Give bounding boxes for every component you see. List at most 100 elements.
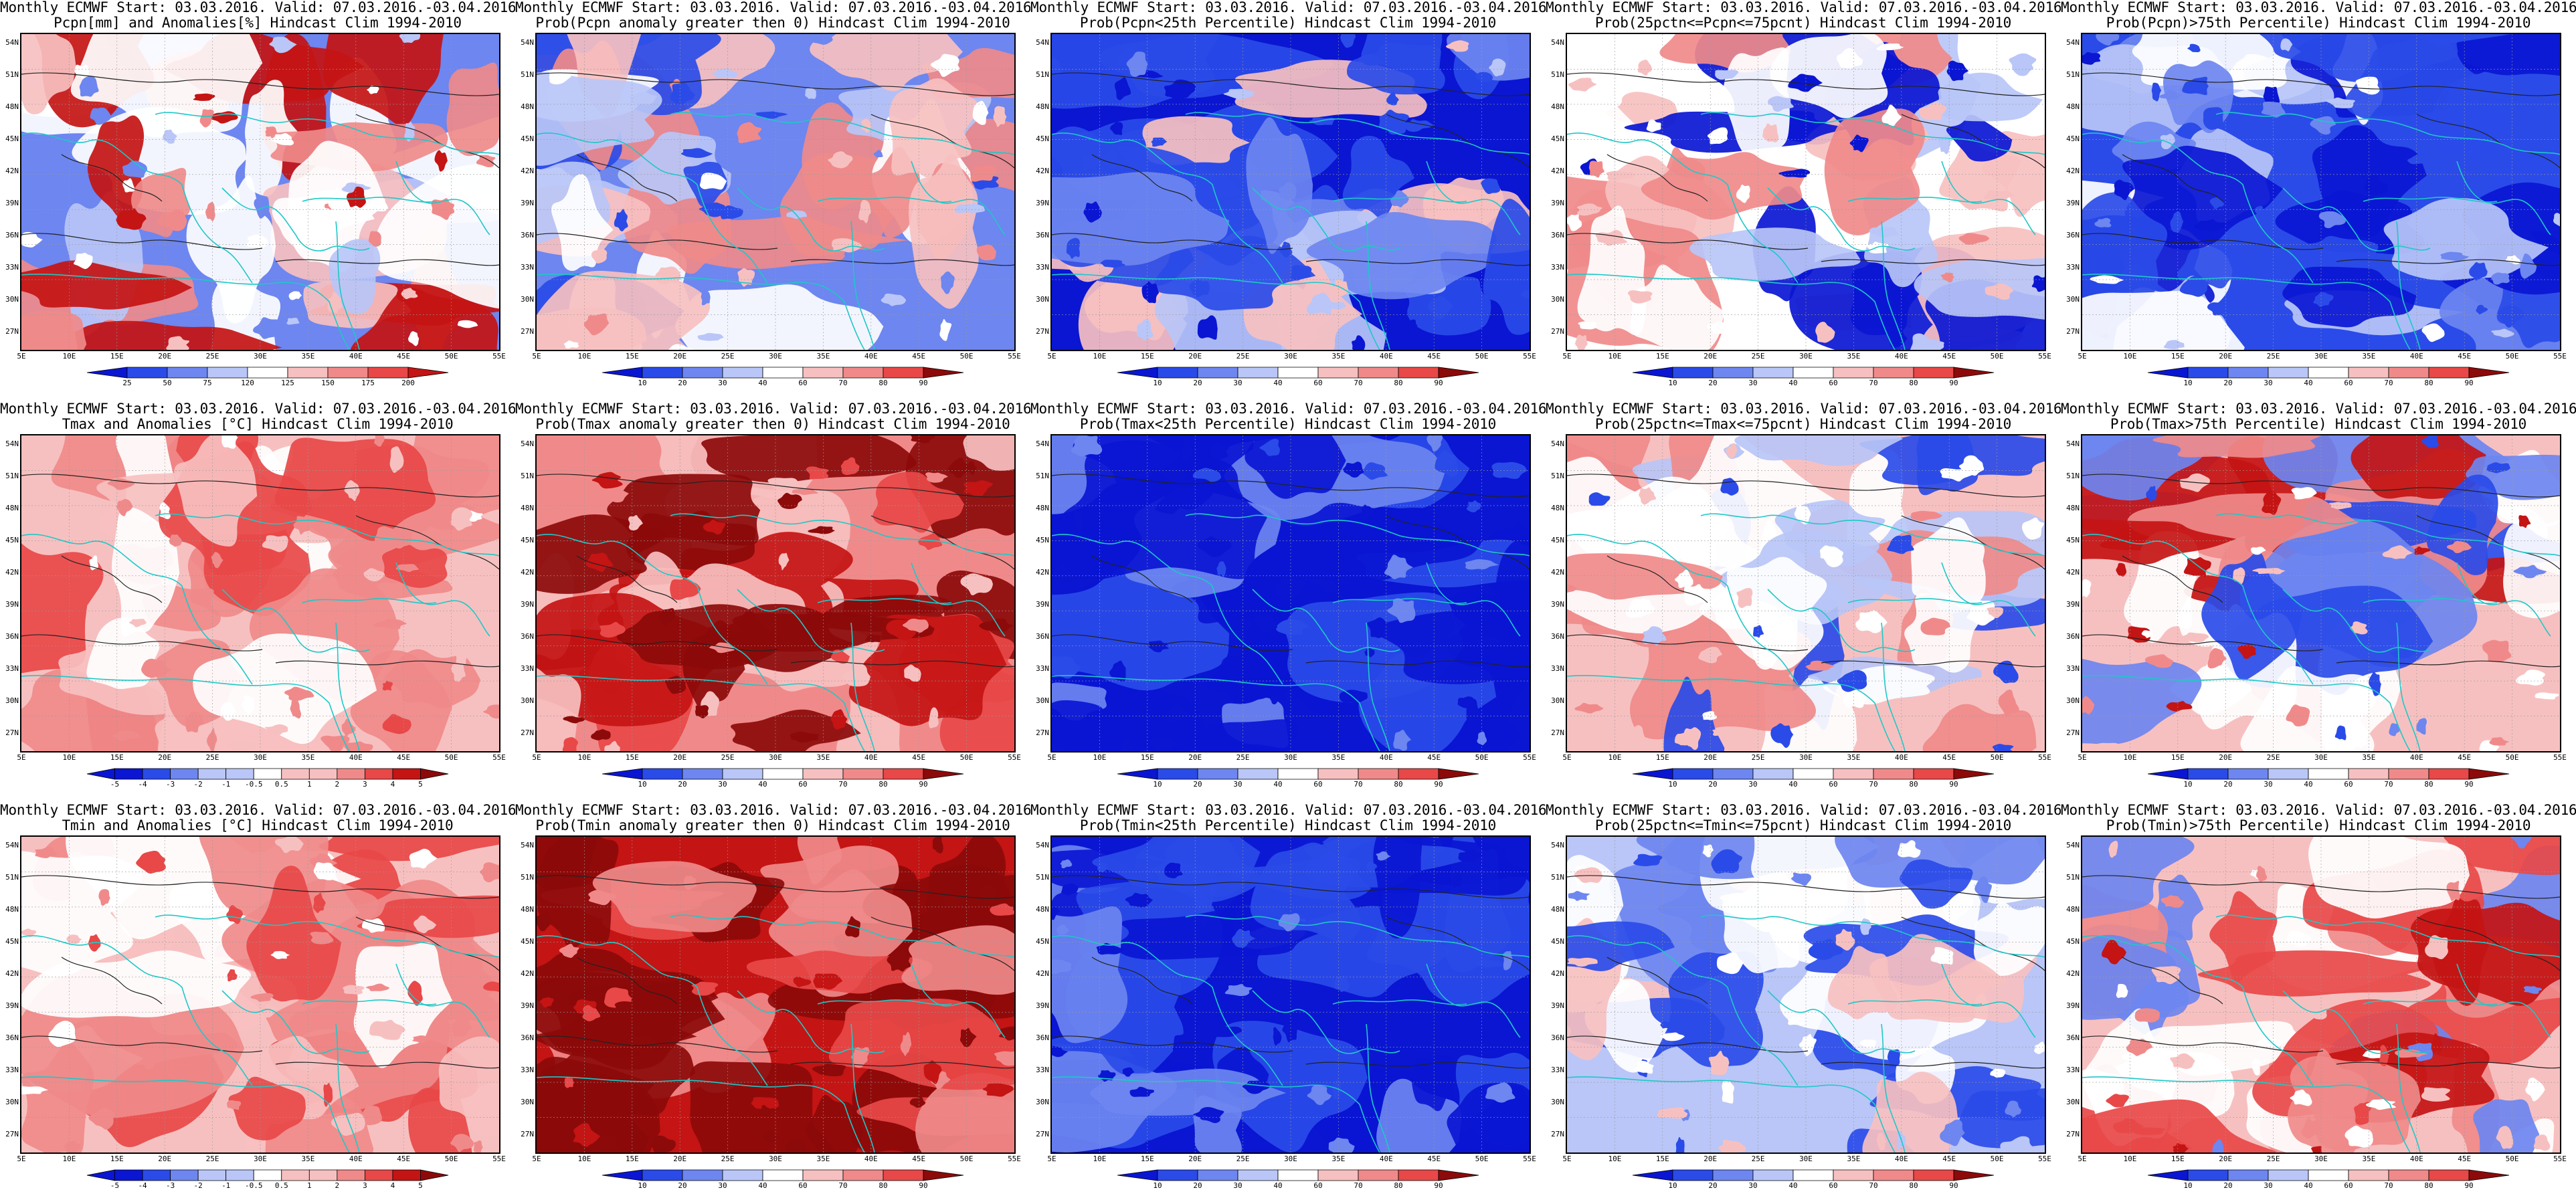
coastline (2396, 1023, 2421, 1152)
panel-title-line-2: Prob(Pcpn)>75th Percentile) Hindcast Cli… (2106, 15, 2531, 31)
lon-tick-label: 35E (816, 1155, 830, 1163)
anomaly-field-speckle (1722, 1080, 1734, 1106)
colorbar-swatch (642, 768, 683, 780)
lon-tick-label: 10E (2123, 352, 2137, 361)
colorbar-swatch (247, 367, 288, 379)
anomaly-field-speckle (830, 649, 850, 664)
anomaly-field-region (272, 189, 375, 250)
colorbar (86, 1169, 449, 1181)
coastline (395, 161, 490, 235)
anomaly-field-speckle (66, 934, 82, 944)
isoline-contour (21, 1035, 263, 1053)
anomaly-field-speckle (1278, 913, 1300, 932)
isoline-contour (21, 233, 263, 250)
lat-tick-label: 45N (2066, 937, 2080, 946)
isoline-contour (1567, 1035, 1809, 1053)
colorbar-swatch (602, 367, 643, 379)
anomaly-field-speckle (959, 1027, 977, 1047)
anomaly-field-speckle (588, 890, 617, 906)
anomaly-field-region (1936, 72, 2043, 122)
lat-tick-label: 30N (521, 295, 534, 304)
anomaly-field-speckle (2496, 1126, 2514, 1149)
anomaly-field-speckle (450, 507, 472, 531)
anomaly-field-speckle (841, 663, 870, 687)
lat-tick-label: 36N (1551, 1033, 1564, 1042)
isoline-contour (1305, 660, 1530, 668)
lon-tick-label: 40E (1894, 753, 1908, 762)
isoline-contour (576, 154, 678, 202)
anomaly-field-region (1859, 435, 2045, 486)
coastline (2082, 935, 2314, 1086)
anomaly-field-speckle (1491, 462, 1528, 480)
coastline (1567, 274, 1896, 350)
coastline (1052, 1076, 1380, 1152)
anomaly-field-speckle (2207, 648, 2227, 669)
anomaly-field-region (318, 837, 499, 862)
lat-tick-label: 33N (2066, 263, 2080, 272)
colorbar-tick-label: 2 (335, 780, 340, 789)
lat-tick-label: 48N (2066, 102, 2080, 111)
isoline-contour (1606, 555, 1708, 603)
anomaly-field-speckle (1386, 92, 1399, 106)
colorbar-tick-label: 80 (1394, 780, 1403, 789)
colorbar-tick-label: 25 (122, 379, 132, 387)
map-panel-p11: Monthly ECMWF Start: 03.03.2016. Valid: … (0, 803, 515, 1204)
coastline (2456, 161, 2551, 235)
anomaly-field-region (193, 633, 377, 744)
coastline (1881, 1023, 1906, 1152)
coastline (155, 914, 499, 958)
colorbar-swatch (1752, 1169, 1794, 1181)
anomaly-field-speckle (1716, 952, 1744, 975)
panel-title: Monthly ECMWF Start: 03.03.2016. Valid: … (0, 0, 515, 31)
colorbar-tick-label: 4 (390, 1181, 395, 1190)
lat-tick-label: 42N (1551, 167, 1564, 175)
lon-tick-label: 40E (1894, 1155, 1908, 1163)
anomaly-field-region (2410, 902, 2560, 1006)
anomaly-field-speckle (1378, 109, 1409, 135)
isoline-contour (790, 259, 1014, 266)
anomaly-field-speckle (902, 618, 929, 633)
lon-tick-label: 30E (1284, 352, 1297, 361)
anomaly-field-speckle (1197, 315, 1218, 340)
lat-tick-label: 54N (2066, 38, 2080, 47)
colorbar-swatch (883, 1169, 924, 1181)
anomaly-field-speckle (341, 718, 356, 737)
anomaly-field-speckle (451, 662, 466, 682)
colorbar-tick-label: -0.5 (244, 1181, 263, 1190)
lat-tick-label: 48N (521, 102, 534, 111)
coastline (155, 513, 499, 557)
coastline (1052, 534, 1283, 685)
lat-tick-label: 30N (521, 1098, 534, 1106)
anomaly-field-speckle (286, 317, 300, 325)
anomaly-field-speckle (2286, 930, 2312, 946)
panel-title-line-1: Monthly ECMWF Start: 03.03.2016. Valid: … (515, 0, 1030, 15)
lat-tick-label: 54N (521, 841, 534, 849)
isoline-contour (355, 515, 499, 570)
colorbar-swatch (762, 367, 804, 379)
coastline (2456, 963, 2551, 1038)
lat-tick-label: 45N (1551, 134, 1564, 143)
forecast-map (2081, 434, 2561, 752)
colorbar-swatch (2428, 367, 2470, 379)
anomaly-field-speckle (1588, 161, 1604, 178)
lon-tick-label: 50E (2505, 352, 2519, 361)
isoline-contour (537, 634, 778, 651)
lon-tick-label: 5E (17, 753, 26, 762)
colorbar (1117, 1169, 1479, 1181)
coastline (670, 914, 1014, 958)
colorbar-tick-label: 20 (1193, 1181, 1202, 1190)
anomaly-field-speckle (684, 876, 697, 890)
coastline (21, 534, 253, 685)
anomaly-field-speckle (762, 1130, 778, 1144)
lat-tick-label: 30N (1036, 696, 1049, 705)
anomaly-field-speckle (1778, 169, 1811, 178)
anomaly-field-speckle (1711, 1101, 1736, 1121)
anomaly-field-region (86, 617, 160, 690)
anomaly-field-region (1090, 1068, 1287, 1116)
anomaly-field-speckle (21, 1086, 49, 1095)
anomaly-field-speckle (680, 148, 713, 159)
colorbar-tick-label: 70 (838, 1181, 848, 1190)
coastline (335, 221, 360, 350)
anomaly-field-speckle (1061, 883, 1079, 896)
colorbar-tick-label: 30 (2264, 379, 2273, 387)
